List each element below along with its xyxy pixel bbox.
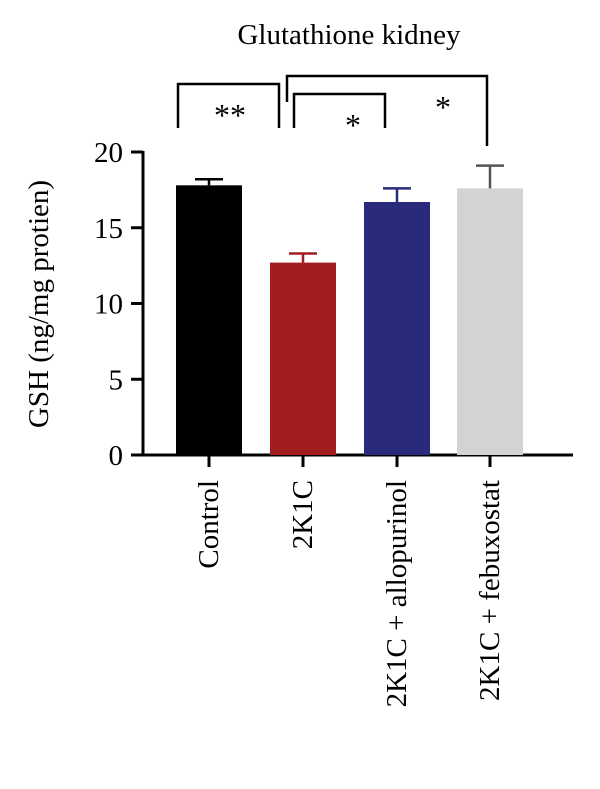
y-tick-label: 15 <box>94 213 123 245</box>
significance-bracket <box>292 92 387 128</box>
bars <box>176 185 523 456</box>
bar <box>457 188 523 456</box>
x-tick-label: 2K1C + allopurinol <box>381 480 413 707</box>
bar <box>270 262 336 455</box>
y-axis-label: GSH (ng/mg protien) <box>23 180 55 428</box>
x-tick-labels: Control 2K1C 2K1C + allopurinol 2K1C + febu… <box>193 480 506 707</box>
bar <box>364 201 430 455</box>
x-tick-label: 2K1C <box>287 480 319 549</box>
y-tick-label: 20 <box>94 137 123 169</box>
significance-bracket <box>285 74 489 146</box>
significance-label: * <box>345 107 361 143</box>
y-tick-labels: 0 5 10 15 20 <box>94 137 123 472</box>
x-tick-label: 2K1C + febuxostat <box>474 480 506 701</box>
error-bars <box>195 164 504 263</box>
chart-title: Glutathione kidney <box>237 19 461 51</box>
y-tick-label: 10 <box>94 289 123 321</box>
y-tick-label: 5 <box>109 364 124 396</box>
significance-brackets: ** * * <box>176 74 489 146</box>
x-tick-label: Control <box>193 480 225 569</box>
significance-bracket <box>176 82 281 128</box>
significance-label: * <box>435 89 451 125</box>
y-tick-label: 0 <box>109 440 124 472</box>
bar <box>176 185 242 455</box>
significance-label: ** <box>214 97 246 133</box>
